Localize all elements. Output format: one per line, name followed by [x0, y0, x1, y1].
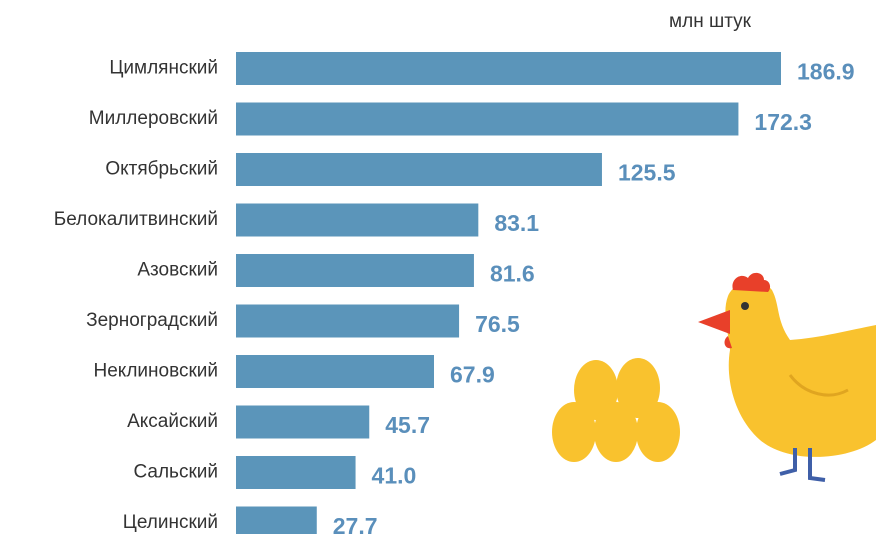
value-label: 27.7 [333, 513, 378, 534]
unit-label: млн штук [669, 11, 752, 32]
bar [236, 456, 356, 489]
category-label: Азовский [137, 260, 218, 281]
bar [236, 52, 781, 85]
bar [236, 305, 459, 338]
category-label: Цимлянский [109, 58, 218, 79]
category-label: Аксайский [127, 411, 218, 432]
category-label: Целинский [123, 512, 218, 533]
bar [236, 153, 602, 186]
value-label: 125.5 [618, 160, 676, 186]
value-label: 83.1 [494, 210, 539, 236]
category-label: Сальский [133, 462, 218, 483]
chicken [698, 273, 876, 480]
bar [236, 507, 317, 534]
bar [236, 254, 474, 287]
value-label: 186.9 [797, 59, 855, 85]
chart: млн штук Цимлянский 186.9 Миллеровский 172.… [0, 0, 876, 534]
category-label: Миллеровский [89, 108, 218, 129]
category-label: Зерноградский [86, 310, 218, 331]
eggs [552, 358, 680, 462]
category-label: Белокалитвинский [54, 209, 218, 230]
bar [236, 406, 369, 439]
bar [236, 103, 738, 136]
bar [236, 355, 434, 388]
category-label: Октябрьский [105, 159, 218, 180]
value-label: 67.9 [450, 362, 495, 388]
value-label: 172.3 [754, 109, 812, 135]
value-label: 81.6 [490, 261, 535, 287]
bar [236, 204, 478, 237]
category-label: Неклиновский [94, 361, 219, 382]
value-label: 45.7 [385, 412, 430, 438]
value-label: 76.5 [475, 311, 520, 337]
value-label: 41.0 [372, 463, 417, 489]
